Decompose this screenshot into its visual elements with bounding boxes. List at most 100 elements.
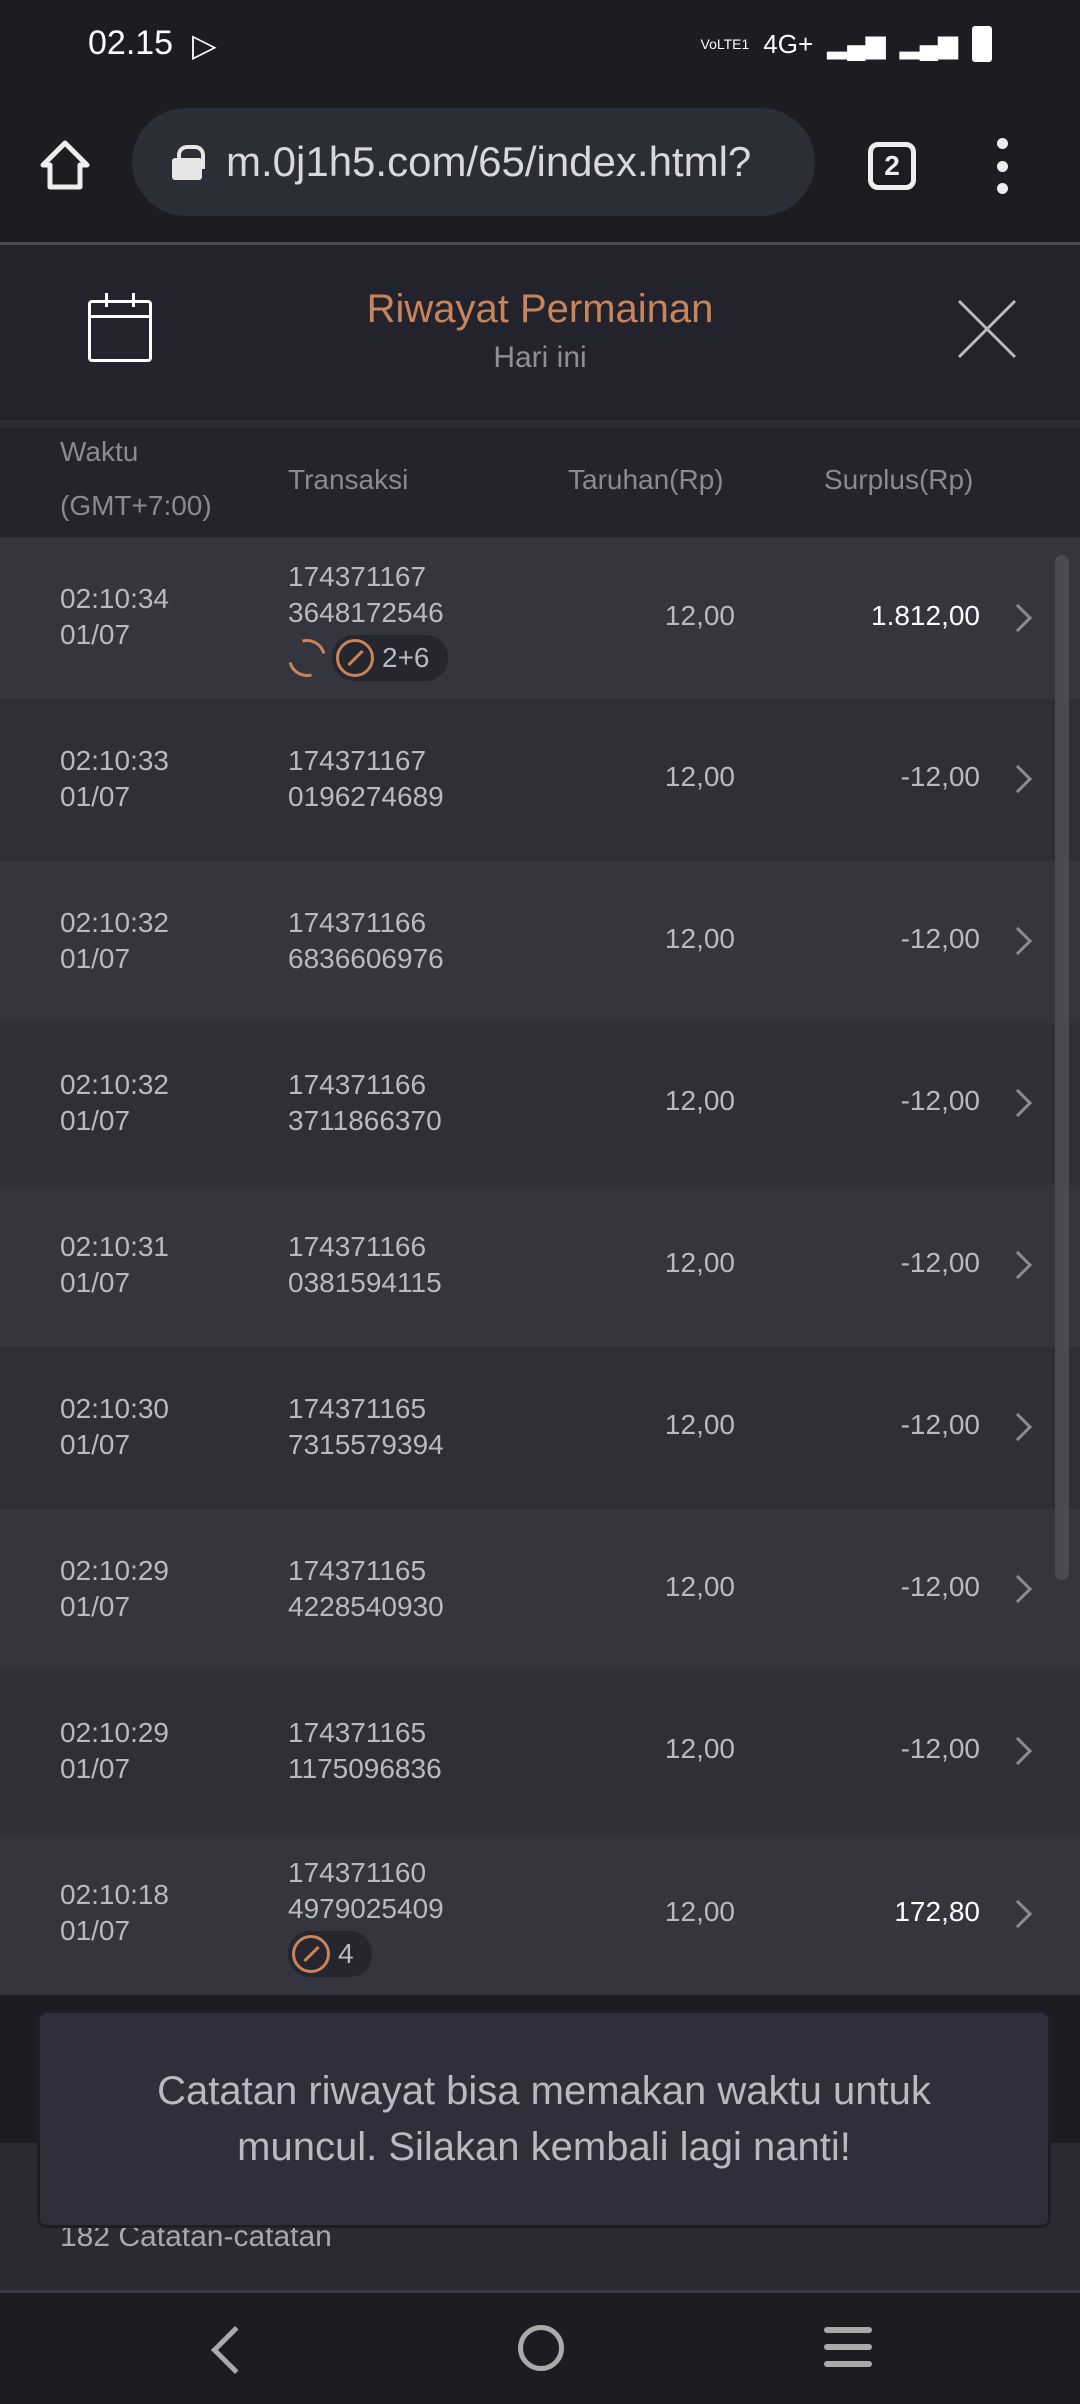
home-button-icon[interactable] — [518, 2325, 564, 2371]
scrollbar[interactable] — [1055, 555, 1069, 1580]
transaction-id-part1: 174371167 — [288, 745, 427, 776]
tab-switcher-button[interactable]: 2 — [868, 142, 916, 190]
date: 01/07 — [60, 1429, 131, 1460]
table-row[interactable]: 02:10:29 01/07 174371165 4228540930 12,00 … — [0, 1509, 1080, 1671]
row-time: 02:10:34 01/07 — [60, 581, 169, 653]
url-text: m.0j1h5.com/65/index.html? — [226, 138, 752, 185]
row-transaction: 174371166 6836606976 — [288, 905, 444, 977]
bet-amount: 12,00 — [664, 1085, 735, 1116]
transaction-id-part2: 0196274689 — [288, 781, 444, 812]
table-row[interactable]: 02:10:29 01/07 174371165 1175096836 12,00 … — [0, 1671, 1080, 1833]
chevron-right-icon[interactable] — [1003, 1899, 1033, 1929]
chevron-right-icon[interactable] — [1003, 1250, 1033, 1280]
chevron-right-icon[interactable] — [1003, 764, 1033, 794]
transaction-id-part2: 6836606976 — [288, 943, 444, 974]
bet-amount: 12,00 — [664, 923, 735, 954]
signal-icon-2: ▂▄▆ — [899, 28, 958, 59]
chevron-right-icon[interactable] — [1003, 603, 1033, 633]
surplus-amount: -12,00 — [900, 1571, 980, 1602]
date: 01/07 — [60, 1105, 131, 1136]
table-row[interactable]: 02:10:32 01/07 174371166 3711866370 12,00 … — [0, 1023, 1080, 1185]
transaction-id-part2: 1175096836 — [288, 1753, 442, 1784]
chevron-right-icon[interactable] — [1003, 1412, 1033, 1442]
transaction-id-part2: 4979025409 — [288, 1893, 444, 1924]
navigation-bar — [0, 2290, 1080, 2404]
close-icon[interactable] — [955, 297, 1019, 361]
table-row[interactable]: 02:10:32 01/07 174371166 6836606976 12,00 … — [0, 861, 1080, 1023]
bet-amount: 12,00 — [664, 1409, 735, 1440]
time: 02:10:18 — [60, 1879, 169, 1910]
surplus-amount: -12,00 — [900, 1409, 980, 1440]
col-bet: Taruhan(Rp) — [568, 464, 724, 495]
row-transaction: 174371167 0196274689 — [288, 743, 444, 815]
date: 01/07 — [60, 1753, 131, 1784]
row-transaction: 174371160 4979025409 4 — [288, 1855, 444, 1977]
recents-icon[interactable] — [824, 2327, 872, 2367]
col-timezone: (GMT+7:00) — [60, 490, 212, 521]
page-title: Riwayat Permainan — [366, 287, 714, 331]
transaction-id-part1: 174371165 — [288, 1555, 427, 1586]
time: 02:10:33 — [60, 745, 169, 776]
transaction-id-part2: 3711866370 — [288, 1105, 442, 1136]
row-time: 02:10:30 01/07 — [60, 1391, 169, 1463]
table-row[interactable]: 02:10:31 01/07 174371166 0381594115 12,00 … — [0, 1185, 1080, 1347]
date: 01/07 — [60, 619, 131, 650]
row-time: 02:10:33 01/07 — [60, 743, 169, 815]
transaction-id-part1: 174371166 — [288, 1069, 427, 1100]
volte-icon: VoLTE1 — [700, 36, 750, 52]
back-icon[interactable] — [210, 2325, 260, 2375]
time: 02:10:32 — [60, 1069, 169, 1100]
home-icon[interactable] — [38, 138, 92, 192]
row-transaction: 174371166 3711866370 — [288, 1067, 442, 1139]
more-menu-icon[interactable] — [990, 138, 1014, 194]
feature-badges: 2+6 — [281, 632, 448, 684]
divider — [0, 242, 1080, 245]
row-transaction: 174371165 1175096836 — [288, 1715, 442, 1787]
transaction-id-part2: 3648172546 — [288, 597, 444, 628]
transaction-id-part2: 4228540930 — [288, 1591, 444, 1622]
time: 02:10:31 — [60, 1231, 169, 1262]
calendar-icon[interactable] — [88, 293, 152, 362]
transaction-id-part2: 7315579394 — [288, 1429, 444, 1460]
time: 02:10:34 — [60, 583, 169, 614]
badge-text: 2+6 — [382, 642, 430, 673]
chevron-right-icon[interactable] — [1003, 926, 1033, 956]
address-bar[interactable]: m.0j1h5.com/65/index.html? — [132, 108, 815, 216]
chevron-right-icon[interactable] — [1003, 1088, 1033, 1118]
status-bar: 02.15 ▷ VoLTE1 4G+ ▂▄▆ ▂▄▆ — [0, 0, 1080, 88]
chevron-right-icon[interactable] — [1003, 1574, 1033, 1604]
table-row[interactable]: 02:10:34 01/07 174371167 3648172546 2+6 12,… — [0, 537, 1080, 699]
row-time: 02:10:29 01/07 — [60, 1715, 169, 1787]
transaction-id-part2: 0381594115 — [288, 1267, 442, 1298]
row-time: 02:10:18 01/07 — [60, 1877, 169, 1949]
bet-amount: 12,00 — [664, 1896, 735, 1927]
feature-badges: 4 — [288, 1931, 444, 1977]
chevron-right-icon[interactable] — [1003, 1736, 1033, 1766]
row-time: 02:10:32 01/07 — [60, 905, 169, 977]
surplus-amount: -12,00 — [900, 761, 980, 792]
transaction-id-part1: 174371166 — [288, 907, 427, 938]
browser-toolbar: m.0j1h5.com/65/index.html? 2 — [0, 88, 1080, 242]
date: 01/07 — [60, 1267, 131, 1298]
row-time: 02:10:32 01/07 — [60, 1067, 169, 1139]
date: 01/07 — [60, 943, 131, 974]
time: 02:10:29 — [60, 1717, 169, 1748]
modal-header: Riwayat Permainan Hari ini — [0, 245, 1080, 420]
surplus-amount: 172,80 — [894, 1896, 980, 1927]
table-row[interactable]: 02:10:30 01/07 174371165 7315579394 12,00 … — [0, 1347, 1080, 1509]
date: 01/07 — [60, 781, 131, 812]
table-header: Waktu (GMT+7:00) Transaksi Taruhan(Rp) S… — [0, 420, 1080, 537]
date-filter-label[interactable]: Hari ini — [493, 341, 587, 374]
surplus-amount: -12,00 — [900, 1733, 980, 1764]
table-row[interactable]: 02:10:18 01/07 174371160 4979025409 4 12,00… — [0, 1833, 1080, 1995]
transaction-id-part1: 174371166 — [288, 1231, 427, 1262]
transaction-id-part1: 174371160 — [288, 1857, 427, 1888]
transaction-id-part1: 174371167 — [288, 561, 427, 592]
time: 02:10:32 — [60, 907, 169, 938]
signal-icon: ▂▄▆ — [827, 28, 886, 59]
col-time: Waktu — [60, 436, 139, 467]
time: 02:10:30 — [60, 1393, 169, 1424]
lock-icon — [172, 145, 205, 180]
table-row[interactable]: 02:10:33 01/07 174371167 0196274689 12,00 … — [0, 699, 1080, 861]
clock: 02.15 — [88, 24, 174, 62]
